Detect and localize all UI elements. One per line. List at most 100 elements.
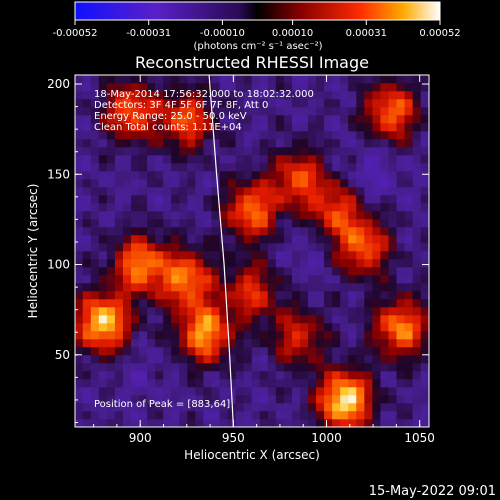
heatmap-cell	[420, 75, 429, 84]
heatmap-cell	[364, 354, 373, 364]
heatmap-cell	[82, 170, 92, 180]
heatmap-cell	[195, 378, 205, 388]
heatmap-cell	[219, 386, 229, 396]
heatmap-cell	[139, 290, 148, 300]
heatmap-cell	[187, 298, 196, 308]
heatmap-cell	[340, 226, 349, 236]
heatmap-cell	[75, 234, 84, 244]
heatmap-cell	[187, 106, 196, 116]
heatmap-cell	[275, 226, 285, 236]
heatmap-cell	[348, 202, 357, 212]
heatmap-cell	[203, 242, 213, 252]
heatmap-cell	[98, 130, 108, 140]
heatmap-cell	[380, 75, 390, 84]
heatmap-cell	[332, 370, 341, 380]
heatmap-cell	[420, 154, 429, 164]
heatmap-cell	[283, 234, 293, 244]
heatmap-cell	[171, 306, 180, 316]
heatmap-cell	[131, 122, 140, 132]
heatmap-cell	[275, 402, 285, 412]
heatmap-cell	[356, 274, 365, 284]
heatmap-cell	[420, 90, 429, 100]
heatmap-cell	[147, 274, 156, 284]
heatmap-cell	[251, 290, 261, 300]
heatmap-cell	[171, 370, 180, 380]
heatmap-cell	[332, 338, 341, 348]
heatmap-cell	[235, 378, 245, 388]
heatmap-cell	[267, 322, 277, 332]
heatmap-cell	[122, 410, 132, 420]
heatmap-cell	[195, 322, 205, 332]
heatmap-cell	[243, 82, 253, 92]
heatmap-cell	[75, 186, 84, 196]
heatmap-cell	[131, 274, 140, 284]
heatmap-cell	[75, 154, 84, 164]
heatmap-cell	[259, 186, 269, 196]
heatmap-cell	[324, 386, 333, 396]
heatmap-cell	[308, 258, 317, 268]
heatmap-cell	[404, 266, 414, 276]
heatmap-cell	[106, 266, 116, 276]
heatmap-cell	[356, 186, 365, 196]
heatmap-cell	[348, 250, 357, 260]
heatmap-cell	[291, 82, 301, 92]
heatmap-cell	[283, 75, 293, 84]
heatmap-cell	[163, 362, 172, 372]
heatmap-cell	[195, 202, 205, 212]
heatmap-cell	[380, 146, 390, 156]
heatmap-cell	[98, 282, 108, 292]
heatmap-cell	[131, 266, 140, 276]
heatmap-cell	[106, 378, 116, 388]
heatmap-cell	[243, 75, 253, 84]
heatmap-cell	[316, 242, 325, 252]
heatmap-cell	[219, 146, 229, 156]
heatmap-cell	[82, 122, 92, 132]
heatmap-cell	[114, 178, 124, 188]
heatmap-cell	[106, 98, 116, 108]
heatmap-cell	[187, 330, 196, 340]
heatmap-cell	[420, 226, 429, 236]
heatmap-cell	[122, 82, 132, 92]
heatmap-cell	[195, 346, 205, 356]
solar-limb-curve	[208, 75, 234, 427]
heatmap-cell	[227, 210, 237, 220]
heatmap-cell	[171, 90, 180, 100]
heatmap-cell	[131, 82, 140, 92]
heatmap-cell	[364, 282, 373, 292]
y-tick-label: 200	[47, 77, 70, 91]
heatmap-cell	[348, 210, 357, 220]
heatmap-cell	[388, 314, 398, 324]
heatmap-cell	[340, 250, 349, 260]
heatmap-cell	[299, 170, 309, 180]
heatmap-cell	[372, 186, 382, 196]
heatmap-cell	[275, 322, 285, 332]
heatmap-cell	[187, 90, 196, 100]
heatmap-cell	[251, 330, 261, 340]
heatmap-cell	[227, 234, 237, 244]
heatmap-cell	[203, 330, 213, 340]
heatmap-cell	[187, 122, 196, 132]
heatmap-cell	[380, 122, 390, 132]
heatmap-cell	[195, 226, 205, 236]
heatmap-cell	[412, 354, 422, 364]
heatmap-cell	[348, 98, 357, 108]
heatmap-cell	[299, 410, 309, 420]
heatmap-cell	[404, 386, 414, 396]
heatmap-cell	[332, 162, 341, 172]
heatmap-cell	[259, 218, 269, 228]
heatmap-cell	[267, 202, 277, 212]
heatmap-cell	[139, 306, 148, 316]
heatmap-cell	[114, 338, 124, 348]
heatmap-cell	[388, 354, 398, 364]
heatmap-cell	[155, 122, 164, 132]
heatmap-cell	[380, 322, 390, 332]
heatmap-cell	[139, 98, 148, 108]
heatmap-cell	[155, 194, 164, 204]
heatmap-cell	[122, 290, 132, 300]
heatmap-cell	[147, 170, 156, 180]
heatmap-cell	[308, 218, 317, 228]
heatmap-cell	[82, 354, 92, 364]
heatmap-cell	[171, 338, 180, 348]
heatmap-cell	[227, 106, 237, 116]
heatmap-cell	[267, 75, 277, 84]
